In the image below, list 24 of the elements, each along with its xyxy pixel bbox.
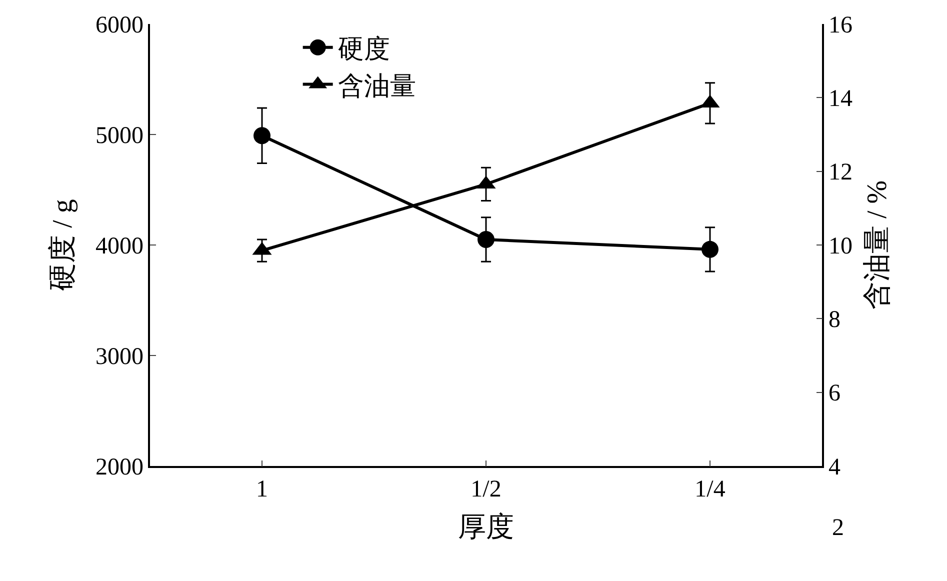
y2-tick-label: 6 xyxy=(828,380,841,407)
x-tick-label: 1/2 xyxy=(470,476,502,503)
y2-tick-label: 4 xyxy=(828,454,841,480)
y-tick-label: 3000 xyxy=(95,344,144,370)
x-tick-label: 1/4 xyxy=(694,476,726,503)
x-axis-title: 厚度 xyxy=(458,512,514,544)
y-tick-label: 4000 xyxy=(95,233,144,260)
legend-label: 含油量 xyxy=(338,71,416,100)
x-tick-label: 1 xyxy=(256,476,268,503)
y2-tick-label: 16 xyxy=(828,12,853,38)
y2-tick-label: 8 xyxy=(828,307,841,334)
y-tick-label: 2000 xyxy=(95,454,144,480)
y2-tick-label: 12 xyxy=(828,160,853,186)
y-axis-title: 硬度 / g xyxy=(48,199,79,291)
legend-label: 硬度 xyxy=(338,34,390,64)
point xyxy=(478,230,494,248)
y2-tick-label: 14 xyxy=(828,86,853,112)
y-tick-label: 5000 xyxy=(95,122,144,149)
y2-tick-label: 10 xyxy=(828,233,853,260)
point xyxy=(702,240,718,258)
y-tick-label: 6000 xyxy=(95,12,144,38)
text: 2 xyxy=(832,515,844,541)
y2-axis-title: 含油量 / % xyxy=(862,180,894,310)
point xyxy=(254,127,270,144)
